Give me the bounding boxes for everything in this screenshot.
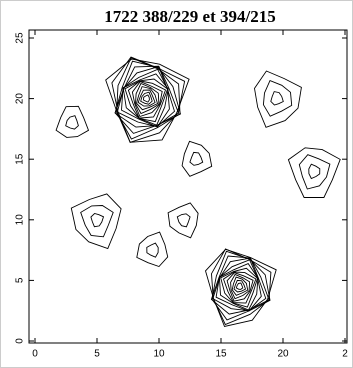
x-tick-label: 20	[277, 349, 289, 360]
y-tick-label: 25	[15, 32, 26, 44]
x-tick-label: 15	[215, 349, 227, 360]
contour-line	[167, 202, 199, 239]
contour-line	[181, 140, 213, 177]
contour-line	[114, 65, 180, 128]
contour-line	[211, 248, 272, 326]
contour-group	[287, 147, 341, 198]
contour-line	[116, 57, 181, 140]
contour-group	[70, 193, 122, 250]
contour-line	[233, 279, 247, 293]
contour-group	[55, 105, 90, 138]
contour-line	[287, 147, 341, 198]
y-tick-label: 10	[15, 214, 26, 226]
contour-line	[124, 78, 169, 123]
contour-line	[135, 82, 160, 115]
contour-line	[298, 154, 331, 190]
contour-line	[135, 86, 159, 111]
contour-line	[146, 242, 159, 258]
contour-line	[230, 273, 251, 300]
y-tick-label: 5	[15, 277, 26, 283]
contour-line	[176, 213, 191, 228]
contour-line	[111, 56, 186, 143]
x-tick-label: 5	[94, 349, 100, 360]
contour-line	[220, 267, 259, 308]
chart-title: 1722 388/229 et 394/215	[104, 7, 275, 26]
contour-group	[167, 202, 199, 239]
contour-line	[226, 272, 254, 302]
contour-line	[105, 58, 190, 143]
x-tick-label: 2	[342, 349, 348, 360]
contour-line	[231, 276, 249, 296]
contour-line	[65, 115, 79, 130]
contour-line	[136, 231, 169, 268]
contour-group	[254, 70, 302, 128]
contour-line	[140, 91, 153, 105]
contour-line	[55, 105, 90, 138]
contour-group	[136, 231, 169, 268]
contour-group	[181, 140, 213, 177]
contour-group	[204, 248, 277, 328]
contour-line	[143, 94, 150, 103]
contour-line	[137, 89, 156, 107]
x-tick-label: 10	[153, 349, 165, 360]
contour-line	[204, 248, 277, 328]
contour-line	[308, 163, 321, 180]
contour-line	[90, 212, 105, 228]
contour-line	[70, 193, 122, 250]
contour-line	[262, 80, 293, 117]
y-tick-label: 20	[15, 93, 26, 105]
contour-line	[127, 80, 167, 119]
contour-line	[254, 70, 302, 128]
contour-line	[114, 60, 182, 134]
plot-frame	[28, 29, 348, 344]
contour-group	[105, 56, 190, 143]
contour-line	[131, 81, 163, 118]
contour-line	[222, 271, 257, 304]
contour-line	[210, 255, 270, 315]
contour-line	[212, 257, 267, 312]
contour-line	[270, 91, 284, 106]
y-tick-label: 15	[15, 153, 26, 165]
contour-line	[235, 282, 244, 290]
contour-line	[211, 250, 271, 321]
contour-line	[121, 68, 170, 128]
contour-line	[80, 205, 114, 238]
x-tick-label: 0	[32, 349, 38, 360]
plot-area	[55, 56, 341, 328]
y-tick-label: 0	[15, 338, 26, 344]
contour-line	[189, 151, 204, 166]
